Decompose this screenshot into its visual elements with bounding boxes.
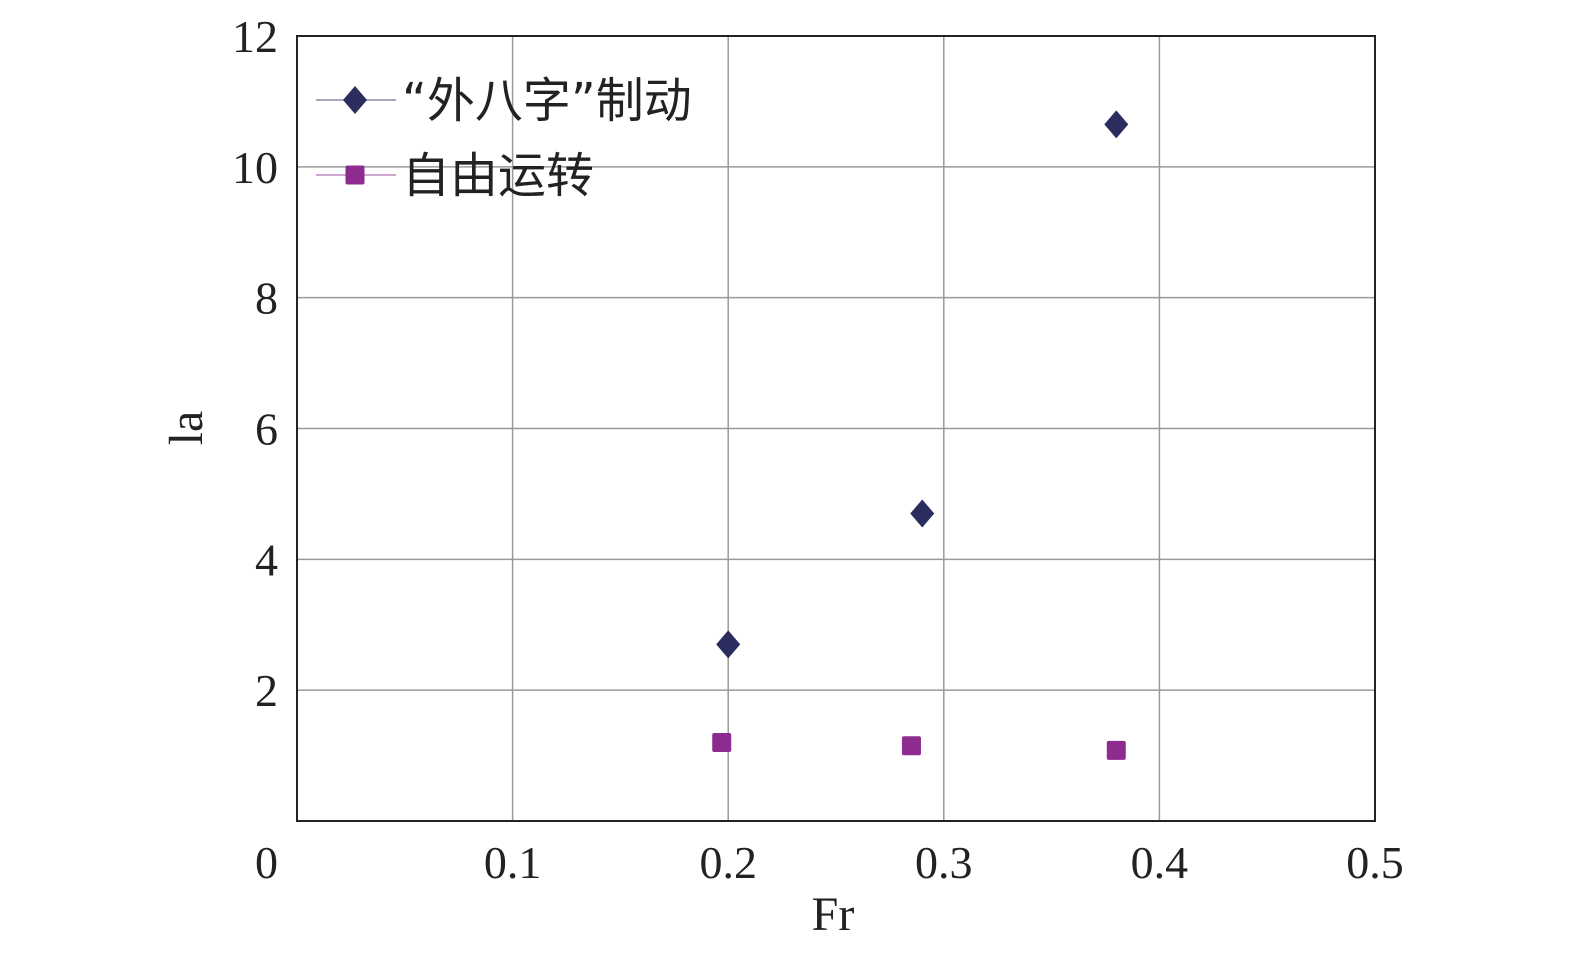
- y-tick-label-4: 8: [255, 273, 278, 324]
- data-marks: [712, 110, 1129, 760]
- y-axis-title: la: [160, 411, 213, 446]
- y-tick-label-1: 2: [255, 665, 278, 716]
- legend-marker-0: [343, 86, 367, 114]
- series-1-point-2: [1106, 740, 1126, 760]
- legend-label-1: 自由运转: [402, 148, 594, 204]
- legend-label-0: “外八字”制动: [402, 73, 692, 129]
- x-tick-label-0: 0.1: [484, 837, 542, 888]
- y-tick-label-3: 6: [255, 404, 278, 455]
- x-tick-label-2: 0.3: [915, 837, 973, 888]
- plot-frame: [296, 35, 1376, 822]
- series-0-point-0: [716, 630, 741, 659]
- y-tick-label-6: 12: [232, 11, 278, 62]
- y-tick-label-2: 4: [255, 534, 278, 585]
- x-tick-label-3: 0.4: [1131, 837, 1189, 888]
- y-tick-label-0: 0: [255, 837, 278, 888]
- grid-lines: [297, 36, 1375, 821]
- series-1-point-0: [712, 733, 732, 752]
- x-tick-label-4: 0.5: [1346, 837, 1404, 888]
- tick-labels: 0.1 0.2 0.3 0.4 0.5 0 2 4 6 8 10 12: [232, 11, 1404, 888]
- x-axis-title: Fr: [812, 888, 855, 941]
- series-1-point-1: [901, 736, 921, 756]
- y-tick-label-5: 10: [232, 142, 278, 193]
- x-tick-label-1: 0.2: [699, 837, 757, 888]
- series-0-point-1: [910, 499, 935, 528]
- series-0-point-2: [1104, 110, 1129, 139]
- legend-marker-1: [345, 165, 365, 185]
